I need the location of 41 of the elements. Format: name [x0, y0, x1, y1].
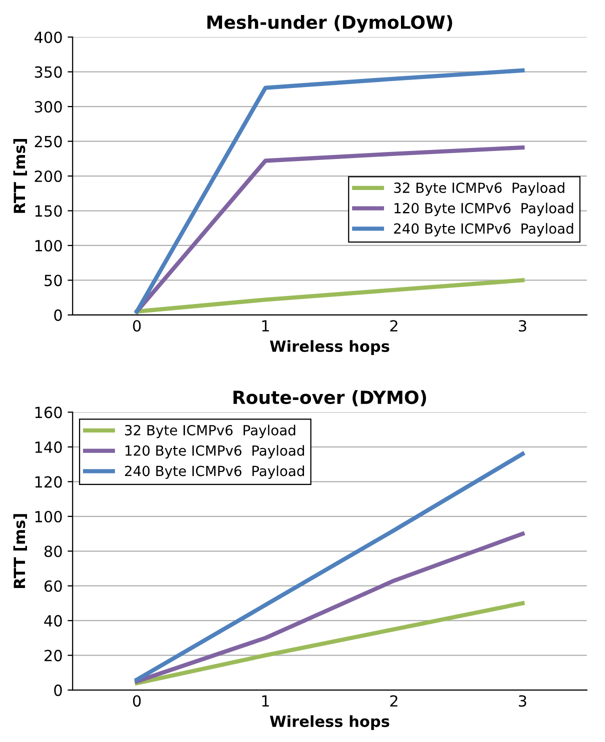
y-tick-label: 160 [35, 406, 62, 418]
y-tick-label: 100 [35, 240, 62, 252]
x-axis-title: Wireless hops [270, 340, 390, 355]
y-tick-label: 300 [34, 101, 62, 113]
line-series [134, 532, 525, 684]
legend-label: 120 Byte ICMPv6 Payload [394, 202, 574, 216]
y-tick-label: 250 [34, 136, 62, 148]
y-tick-label: 120 [35, 476, 62, 488]
line-series [134, 278, 525, 314]
x-tick-label: 3 [518, 320, 526, 332]
chart-title: Route-over (DYMO) [234, 390, 426, 406]
x-tick-label: 0 [133, 320, 141, 332]
y-tick-label: 400 [34, 32, 62, 44]
y-tick-label: 150 [35, 205, 62, 217]
y-tick-label: 200 [34, 170, 62, 182]
x-tick-label: 2 [390, 695, 398, 707]
y-tick-label: 0 [54, 684, 62, 696]
chart-title: Mesh-under (DymoLOW) [207, 15, 452, 33]
y-axis-title: RTT [ms] [13, 514, 27, 588]
line-series [134, 601, 525, 686]
x-axis-title: Wireless hops [270, 715, 390, 730]
x-tick-label: 1 [262, 320, 269, 332]
x-tick-label: 3 [518, 695, 526, 707]
y-tick-label: 60 [44, 580, 62, 592]
x-tick-label: 1 [262, 695, 269, 707]
legend-label: 240 Byte ICMPv6 Payload [125, 465, 304, 479]
y-tick-label: 140 [35, 441, 62, 453]
legend-label: 240 Byte ICMPv6 Payload [394, 223, 574, 236]
y-axis-title: RTT [ms] [13, 139, 27, 213]
y-tick-label: 40 [44, 615, 62, 627]
y-tick-label: 50 [44, 274, 62, 286]
y-tick-label: 20 [44, 650, 62, 662]
y-tick-label: 100 [35, 510, 62, 522]
x-tick-label: 2 [390, 320, 398, 332]
legend-label: 32 Byte ICMPv6 Payload [125, 424, 296, 438]
legend-label: 120 Byte ICMPv6 Payload [126, 445, 304, 459]
y-tick-label: 350 [34, 66, 62, 78]
y-tick-label: 80 [44, 546, 62, 558]
legend-label: 32 Byte ICMPv6 Payload [394, 182, 564, 196]
y-tick-label: 0 [54, 309, 62, 321]
x-tick-label: 0 [133, 695, 141, 707]
